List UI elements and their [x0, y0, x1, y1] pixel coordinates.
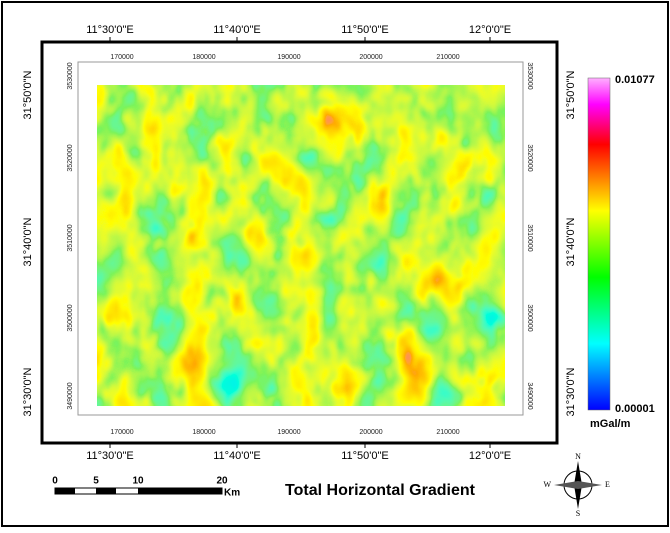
longitude-label: 11°50'0"E	[341, 24, 389, 36]
easting-label: 190000	[277, 429, 300, 436]
northing-label: 3530000	[67, 62, 74, 89]
easting-label: 170000	[110, 429, 133, 436]
map-title: Total Horizontal Gradient	[285, 482, 476, 499]
latitude-label: 31°50'0"N	[22, 70, 34, 119]
easting-label: 170000	[110, 54, 133, 61]
legend-unit: mGal/m	[590, 418, 631, 430]
compass-e: E	[605, 480, 610, 489]
easting-label: 180000	[192, 54, 215, 61]
northing-label: 3530000	[526, 62, 533, 89]
scale-label: 5	[93, 476, 99, 487]
compass-w: W	[543, 480, 551, 489]
latitude-label: 31°30'0"N	[22, 367, 34, 416]
legend-max: 0.01077	[615, 74, 655, 86]
latitude-label: 31°40'0"N	[565, 217, 577, 266]
northing-label: 3500000	[67, 304, 74, 331]
easting-label: 200000	[359, 429, 382, 436]
legend-min: 0.00001	[615, 403, 655, 415]
longitude-label: 12°0'0"E	[469, 450, 511, 462]
longitude-label: 11°40'0"E	[213, 450, 261, 462]
compass-n: N	[575, 452, 581, 461]
northing-label: 3500000	[526, 304, 533, 331]
easting-label: 180000	[192, 429, 215, 436]
easting-label: 210000	[436, 54, 459, 61]
scale-label: 20	[216, 476, 228, 487]
latitude-label: 31°50'0"N	[565, 70, 577, 119]
color-ramp	[587, 77, 611, 411]
northing-label: 3490000	[67, 382, 74, 409]
scale-label: 0	[52, 476, 58, 487]
compass: N S E W	[543, 452, 610, 518]
latitude-label: 31°40'0"N	[22, 217, 34, 266]
gradient-raster	[97, 85, 505, 406]
scale-segment	[138, 488, 222, 494]
northing-label: 3520000	[67, 144, 74, 171]
easting-label: 210000	[436, 429, 459, 436]
scale-bar	[54, 487, 223, 495]
longitude-label: 11°30'0"E	[86, 450, 134, 462]
scale-segment	[55, 488, 75, 494]
scale-unit: Km	[224, 488, 240, 499]
northing-label: 3510000	[67, 224, 74, 251]
compass-s: S	[576, 509, 580, 518]
northing-label: 3520000	[526, 144, 533, 171]
compass-needle	[554, 481, 602, 489]
northing-label: 3510000	[526, 224, 533, 251]
scale-label: 10	[132, 476, 144, 487]
longitude-label: 11°40'0"E	[213, 24, 261, 36]
easting-label: 190000	[277, 54, 300, 61]
longitude-label: 11°30'0"E	[86, 24, 134, 36]
latitude-label: 31°30'0"N	[565, 367, 577, 416]
scale-segment	[96, 488, 116, 494]
longitude-label: 12°0'0"E	[469, 24, 511, 36]
northing-label: 3490000	[526, 382, 533, 409]
easting-label: 200000	[359, 54, 382, 61]
longitude-label: 11°50'0"E	[341, 450, 389, 462]
